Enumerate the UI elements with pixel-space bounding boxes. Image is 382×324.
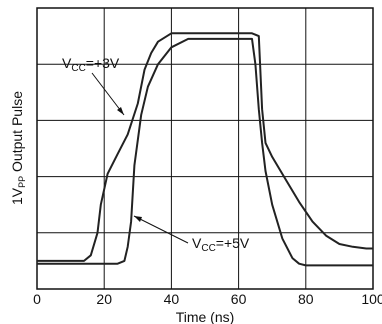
x-tick-label: 40	[164, 291, 180, 307]
series-line-vcc-5v	[37, 37, 373, 267]
annotation-vcc5v-arrowhead	[134, 216, 142, 222]
annotation-vcc3v: VCC=+3V	[62, 55, 120, 74]
y-axis-title: 1VPP Output Pulse	[9, 91, 27, 205]
series-line-vcc-3v	[37, 32, 373, 262]
annotation-vcc3v-arrowhead	[117, 107, 124, 115]
x-tick-label: 20	[96, 291, 112, 307]
x-axis-title: Time (ns)	[176, 309, 235, 324]
x-tick-label: 60	[231, 291, 247, 307]
series-group	[37, 32, 373, 267]
x-tick-label: 80	[298, 291, 314, 307]
x-tick-labels: 0 20 40 60 80 100	[33, 291, 382, 307]
x-tick-label: 0	[33, 291, 41, 307]
plot-frame	[36, 7, 374, 290]
grid-lines	[37, 8, 373, 289]
annotation-vcc3v-arrow	[91, 72, 125, 116]
annotation-vcc5v: VCC=+5V	[192, 235, 250, 254]
annotation-vcc5v-arrow	[133, 215, 189, 244]
x-tick-label: 100	[361, 291, 382, 307]
